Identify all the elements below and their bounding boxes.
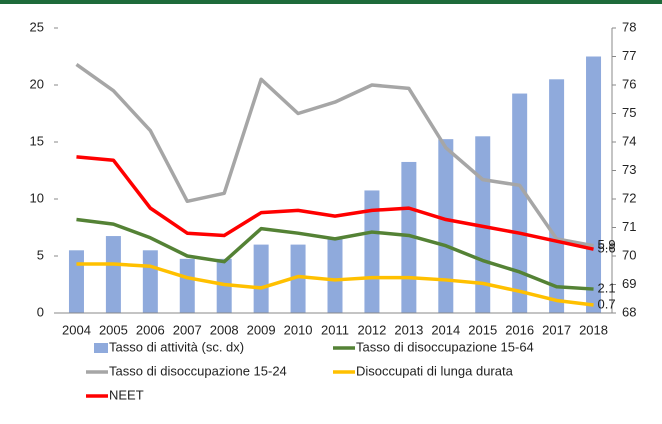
x-tick-label: 2014	[431, 322, 460, 337]
y-tick-label: 5	[37, 247, 44, 262]
bar	[105, 236, 121, 313]
bar	[512, 93, 528, 313]
x-tick-label: 2018	[579, 322, 608, 337]
x-tick-label: 2010	[284, 322, 313, 337]
top-rule	[0, 0, 662, 4]
y2-tick-label: 68	[622, 304, 636, 319]
x-tick-label: 2009	[247, 322, 276, 337]
data-label: 0.7	[598, 296, 616, 311]
bar	[401, 161, 417, 313]
y2-tick-label: 71	[622, 219, 636, 234]
bar	[253, 244, 269, 313]
legend-label: Tasso di disoccupazione 15-24	[109, 363, 287, 378]
x-tick-label: 2012	[357, 322, 386, 337]
line-series	[76, 217, 594, 291]
legend-label: NEET	[109, 387, 144, 402]
line-series	[76, 155, 594, 251]
x-tick-label: 2015	[468, 322, 497, 337]
y2-tick-label: 72	[622, 190, 636, 205]
data-label: 5.6	[598, 241, 616, 256]
line-series	[76, 262, 594, 307]
x-tick-label: 2011	[321, 322, 349, 337]
y2-tick-label: 77	[622, 48, 636, 63]
bar	[179, 258, 195, 313]
y2-tick-label: 73	[622, 162, 636, 177]
y2-tick-label: 69	[622, 276, 636, 291]
y-tick-label: 20	[30, 76, 44, 91]
y-tick-label: 10	[30, 190, 44, 205]
x-tick-label: 2013	[394, 322, 423, 337]
y2-tick-label: 70	[622, 247, 636, 262]
x-tick-label: 2004	[62, 322, 91, 337]
legend-label: Disoccupati di lunga durata	[356, 363, 514, 378]
x-tick-label: 2007	[173, 322, 202, 337]
y2-tick-label: 76	[622, 76, 636, 91]
y2-tick-label: 75	[622, 105, 636, 120]
bar	[364, 190, 380, 313]
data-label: 2.1	[598, 280, 616, 295]
y2-tick-label: 74	[622, 133, 636, 148]
y2-tick-label: 78	[622, 19, 636, 34]
legend-swatch	[94, 343, 108, 353]
bar	[327, 238, 343, 313]
y-tick-label: 25	[30, 19, 44, 34]
bar	[142, 250, 158, 313]
bar	[549, 79, 565, 313]
bar	[586, 56, 602, 313]
bar	[68, 250, 84, 313]
legend-label: Tasso di attività (sc. dx)	[109, 339, 244, 354]
x-tick-label: 2017	[542, 322, 571, 337]
bar	[438, 139, 454, 313]
x-tick-label: 2008	[210, 322, 239, 337]
x-tick-label: 2016	[505, 322, 534, 337]
line-series	[75, 63, 594, 248]
y-tick-label: 0	[37, 304, 44, 319]
y-tick-label: 15	[30, 133, 44, 148]
x-tick-label: 2005	[99, 322, 128, 337]
x-tick-label: 2006	[136, 322, 165, 337]
legend-label: Tasso di disoccupazione 15-64	[356, 339, 534, 354]
bar	[290, 244, 306, 313]
data-label: 5.9	[598, 237, 616, 252]
